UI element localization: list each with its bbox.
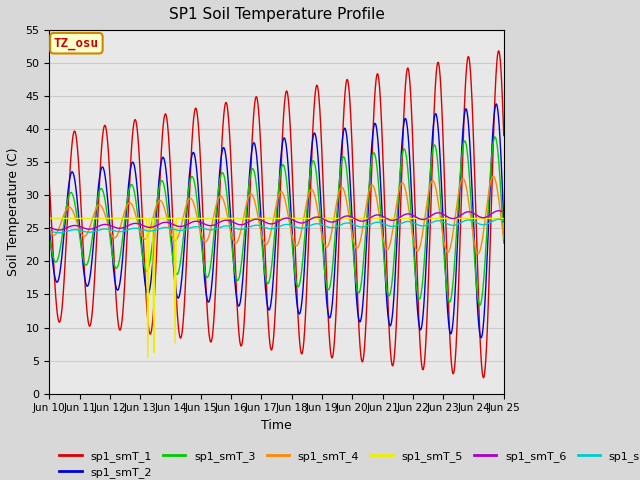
sp1_smT_1 bbox=[378, 121, 385, 127]
sp1_smT_7 bbox=[259, 224, 267, 229]
sp1_smT_1 bbox=[45, 181, 53, 187]
sp1_smT_3 bbox=[378, 224, 385, 230]
sp1_smT_2 bbox=[404, 125, 412, 131]
sp1_smT_5 bbox=[45, 216, 53, 221]
sp1_smT_1 bbox=[499, 120, 507, 126]
sp1_smT_3 bbox=[499, 233, 507, 239]
sp1_smT_6 bbox=[495, 208, 502, 214]
sp1_smT_6 bbox=[404, 211, 412, 217]
sp1_smT_6 bbox=[500, 209, 508, 215]
Line: sp1_smT_1: sp1_smT_1 bbox=[49, 51, 504, 378]
sp1_smT_4 bbox=[45, 227, 53, 232]
sp1_smT_3 bbox=[45, 234, 53, 240]
sp1_smT_1 bbox=[127, 153, 135, 159]
sp1_smT_1 bbox=[479, 375, 487, 381]
sp1_smT_5 bbox=[353, 216, 360, 221]
sp1_smT_4 bbox=[378, 228, 385, 233]
sp1_smT_7 bbox=[499, 217, 507, 223]
Title: SP1 Soil Temperature Profile: SP1 Soil Temperature Profile bbox=[168, 7, 385, 22]
sp1_smT_4 bbox=[499, 233, 507, 239]
sp1_smT_7 bbox=[378, 220, 385, 226]
sp1_smT_5 bbox=[144, 355, 152, 361]
sp1_smT_3 bbox=[353, 283, 360, 288]
sp1_smT_4 bbox=[490, 173, 497, 179]
sp1_smT_3 bbox=[127, 182, 135, 188]
sp1_smT_3 bbox=[259, 252, 267, 258]
sp1_smT_6 bbox=[55, 227, 63, 233]
sp1_smT_5 bbox=[127, 216, 135, 221]
Line: sp1_smT_6: sp1_smT_6 bbox=[49, 211, 504, 230]
sp1_smT_6 bbox=[45, 225, 53, 230]
sp1_smT_2 bbox=[492, 101, 500, 107]
sp1_smT_2 bbox=[127, 163, 135, 169]
sp1_smT_7 bbox=[55, 230, 63, 236]
sp1_smT_4 bbox=[500, 236, 508, 241]
sp1_smT_1 bbox=[404, 66, 412, 72]
Y-axis label: Soil Temperature (C): Soil Temperature (C) bbox=[7, 147, 20, 276]
sp1_smT_4 bbox=[353, 245, 360, 251]
sp1_smT_3 bbox=[404, 162, 412, 168]
sp1_smT_4 bbox=[127, 201, 135, 206]
sp1_smT_3 bbox=[491, 134, 499, 140]
sp1_smT_7 bbox=[495, 216, 502, 222]
sp1_smT_7 bbox=[500, 217, 508, 223]
sp1_smT_4 bbox=[404, 197, 412, 203]
X-axis label: Time: Time bbox=[261, 419, 292, 432]
sp1_smT_2 bbox=[500, 219, 508, 225]
sp1_smT_1 bbox=[259, 193, 267, 199]
sp1_smT_5 bbox=[378, 216, 385, 221]
sp1_smT_7 bbox=[353, 223, 360, 228]
Line: sp1_smT_7: sp1_smT_7 bbox=[49, 219, 504, 233]
sp1_smT_4 bbox=[474, 251, 482, 256]
sp1_smT_3 bbox=[476, 302, 484, 308]
sp1_smT_7 bbox=[404, 218, 412, 224]
sp1_smT_6 bbox=[259, 218, 267, 224]
sp1_smT_2 bbox=[499, 208, 507, 214]
Text: TZ_osu: TZ_osu bbox=[54, 37, 99, 50]
sp1_smT_4 bbox=[259, 236, 267, 242]
sp1_smT_7 bbox=[45, 228, 53, 234]
sp1_smT_6 bbox=[499, 209, 507, 215]
sp1_smT_2 bbox=[45, 226, 53, 231]
sp1_smT_7 bbox=[127, 226, 135, 232]
sp1_smT_2 bbox=[477, 335, 485, 341]
sp1_smT_5 bbox=[404, 216, 412, 221]
Line: sp1_smT_4: sp1_smT_4 bbox=[49, 176, 504, 253]
Line: sp1_smT_5: sp1_smT_5 bbox=[49, 218, 504, 358]
sp1_smT_1 bbox=[353, 267, 360, 273]
Legend: sp1_smT_1, sp1_smT_2, sp1_smT_3, sp1_smT_4, sp1_smT_5, sp1_smT_6, sp1_smT_7: sp1_smT_1, sp1_smT_2, sp1_smT_3, sp1_smT… bbox=[55, 446, 640, 480]
sp1_smT_2 bbox=[259, 247, 267, 252]
sp1_smT_6 bbox=[353, 217, 360, 223]
sp1_smT_6 bbox=[378, 213, 385, 219]
sp1_smT_1 bbox=[495, 48, 502, 54]
sp1_smT_1 bbox=[500, 132, 508, 138]
sp1_smT_5 bbox=[499, 216, 507, 221]
sp1_smT_2 bbox=[378, 200, 385, 206]
sp1_smT_5 bbox=[259, 216, 267, 221]
sp1_smT_6 bbox=[127, 221, 135, 227]
sp1_smT_3 bbox=[500, 240, 508, 246]
sp1_smT_2 bbox=[353, 295, 360, 301]
Line: sp1_smT_3: sp1_smT_3 bbox=[49, 137, 504, 305]
sp1_smT_5 bbox=[500, 216, 508, 221]
Line: sp1_smT_2: sp1_smT_2 bbox=[49, 104, 504, 338]
